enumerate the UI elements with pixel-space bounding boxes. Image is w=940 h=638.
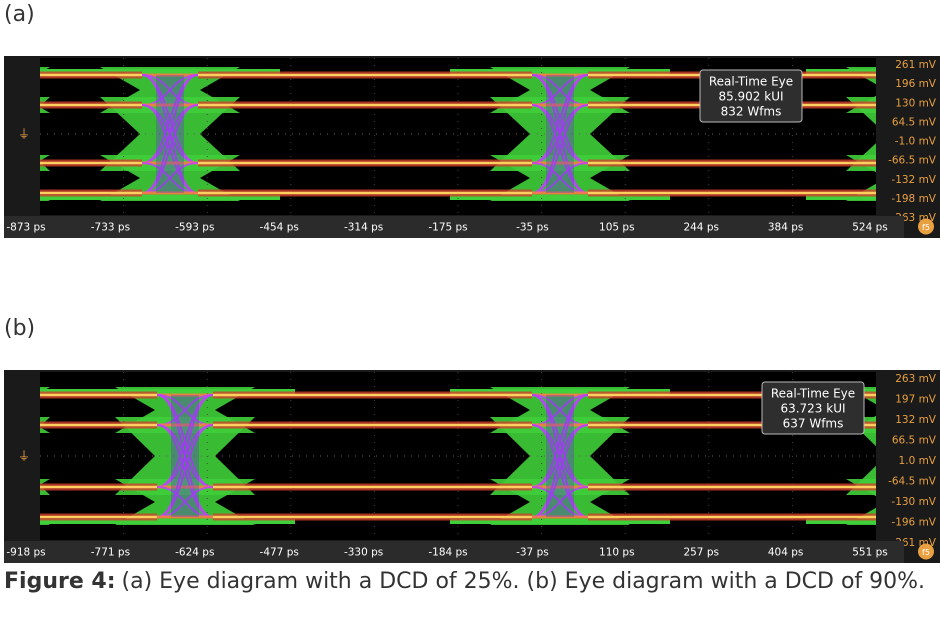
mask bbox=[4, 56, 40, 238]
x-axis-label: 105 ps bbox=[599, 222, 635, 234]
y-axis-label: -198 mV bbox=[891, 193, 936, 205]
x-axis-label: 110 ps bbox=[599, 547, 635, 559]
x-axis-label: -175 ps bbox=[428, 222, 467, 234]
y-axis-label: -132 mV bbox=[891, 174, 936, 186]
mask bbox=[876, 370, 940, 563]
y-axis-label: 1.0 mV bbox=[899, 455, 937, 467]
eye-envelope bbox=[450, 69, 670, 74]
x-axis-bar bbox=[4, 541, 904, 563]
x-axis-label: -184 ps bbox=[428, 547, 467, 559]
caption-text: (a) Eye diagram with a DCD of 25%. (b) E… bbox=[121, 569, 926, 594]
badge-label: f5 bbox=[922, 223, 930, 232]
y-axis-label: 261 mV bbox=[895, 59, 937, 71]
x-axis-label: -593 ps bbox=[175, 222, 214, 234]
eye-diagram: ⏚ 261 mV 196 mV 130 mV 64.5 mV -1.0 mV -66.5 m… bbox=[4, 56, 940, 238]
panel-label: (a) bbox=[4, 2, 35, 27]
y-axis-label: -130 mV bbox=[891, 496, 936, 508]
crossing-blob bbox=[156, 75, 184, 193]
trace-cross bbox=[531, 424, 589, 518]
x-axis-label: 524 ps bbox=[852, 222, 888, 234]
y-axis-label: 197 mV bbox=[895, 394, 937, 406]
x-axis-label: -330 ps bbox=[344, 547, 383, 559]
mask bbox=[876, 56, 940, 238]
ground-icon: ⏚ bbox=[18, 449, 30, 463]
x-axis-label: -35 ps bbox=[516, 222, 549, 234]
info-box-line: 85.902 kUI bbox=[718, 90, 783, 104]
badge bbox=[918, 218, 934, 235]
trace-cross bbox=[531, 74, 589, 194]
caption: Figure 4: (a) Eye diagram with a DCD of 2… bbox=[4, 566, 936, 598]
trace-cross bbox=[156, 424, 214, 518]
x-axis-label: -873 ps bbox=[6, 222, 45, 234]
info-box-line: Real-Time Eye bbox=[771, 387, 855, 401]
y-axis-label: 263 mV bbox=[895, 373, 937, 385]
eye-envelope bbox=[60, 69, 280, 74]
trace-cross bbox=[531, 394, 589, 518]
info-box-line: 832 Wfms bbox=[721, 105, 782, 119]
trace-cross bbox=[141, 104, 199, 194]
crossing-blob bbox=[546, 395, 574, 517]
caption-lead: Figure 4: bbox=[4, 569, 116, 594]
eye-envelope bbox=[75, 389, 295, 394]
eye-envelope bbox=[75, 519, 295, 524]
badge-label: f5 bbox=[922, 548, 930, 557]
info-box-line: 637 Wfms bbox=[783, 417, 844, 431]
x-axis-label: -733 ps bbox=[91, 222, 130, 234]
eye-diagram: ⏚ 263 mV 197 mV 132 mV 66.5 mV 1.0 mV -64.5 mV… bbox=[4, 370, 940, 563]
y-axis-label: 64.5 mV bbox=[892, 116, 937, 128]
x-axis-label: -37 ps bbox=[516, 547, 549, 559]
eye-envelope bbox=[450, 195, 670, 200]
x-axis-label: 404 ps bbox=[768, 547, 804, 559]
ground-icon: ⏚ bbox=[18, 127, 30, 141]
trace-cross bbox=[141, 74, 199, 194]
x-axis-label: 244 ps bbox=[683, 222, 719, 234]
y-axis-label: 130 mV bbox=[895, 97, 937, 109]
y-axis-label: 196 mV bbox=[895, 78, 937, 90]
eye-envelope bbox=[60, 195, 280, 200]
crossing-blob bbox=[546, 75, 574, 193]
x-axis-label: 257 ps bbox=[683, 547, 719, 559]
eye-envelope bbox=[4, 519, 90, 524]
info-box bbox=[699, 69, 803, 123]
x-axis-label: -624 ps bbox=[175, 547, 214, 559]
x-axis-label: -454 ps bbox=[260, 222, 299, 234]
x-axis-label: 384 ps bbox=[768, 222, 804, 234]
mask bbox=[4, 370, 40, 563]
info-box bbox=[761, 381, 865, 435]
eye-envelope bbox=[450, 389, 670, 394]
panel-label: (b) bbox=[4, 316, 36, 341]
eye-envelope bbox=[806, 519, 940, 524]
eye-envelope bbox=[806, 195, 940, 200]
x-axis-bar bbox=[4, 216, 904, 238]
info-box-line: 63.723 kUI bbox=[780, 402, 845, 416]
x-axis-label: -771 ps bbox=[91, 547, 130, 559]
y-axis-label: -66.5 mV bbox=[888, 155, 937, 167]
y-axis-label: -1.0 mV bbox=[895, 136, 937, 148]
y-axis-label: 132 mV bbox=[895, 414, 937, 426]
trace-cross bbox=[156, 394, 214, 518]
info-box-line: Real-Time Eye bbox=[709, 75, 793, 89]
y-axis-label: -196 mV bbox=[891, 517, 936, 529]
x-axis-label: -477 ps bbox=[260, 547, 299, 559]
badge bbox=[918, 543, 934, 560]
eye-envelope bbox=[4, 195, 90, 200]
crossing-blob bbox=[171, 395, 199, 517]
trace-cross bbox=[531, 104, 589, 194]
y-axis-label: 66.5 mV bbox=[892, 435, 937, 447]
x-axis-label: 551 ps bbox=[852, 547, 888, 559]
x-axis-label: -314 ps bbox=[344, 222, 383, 234]
y-axis-label: -64.5 mV bbox=[888, 476, 937, 488]
x-axis-label: -918 ps bbox=[6, 547, 45, 559]
eye-envelope bbox=[450, 519, 670, 524]
